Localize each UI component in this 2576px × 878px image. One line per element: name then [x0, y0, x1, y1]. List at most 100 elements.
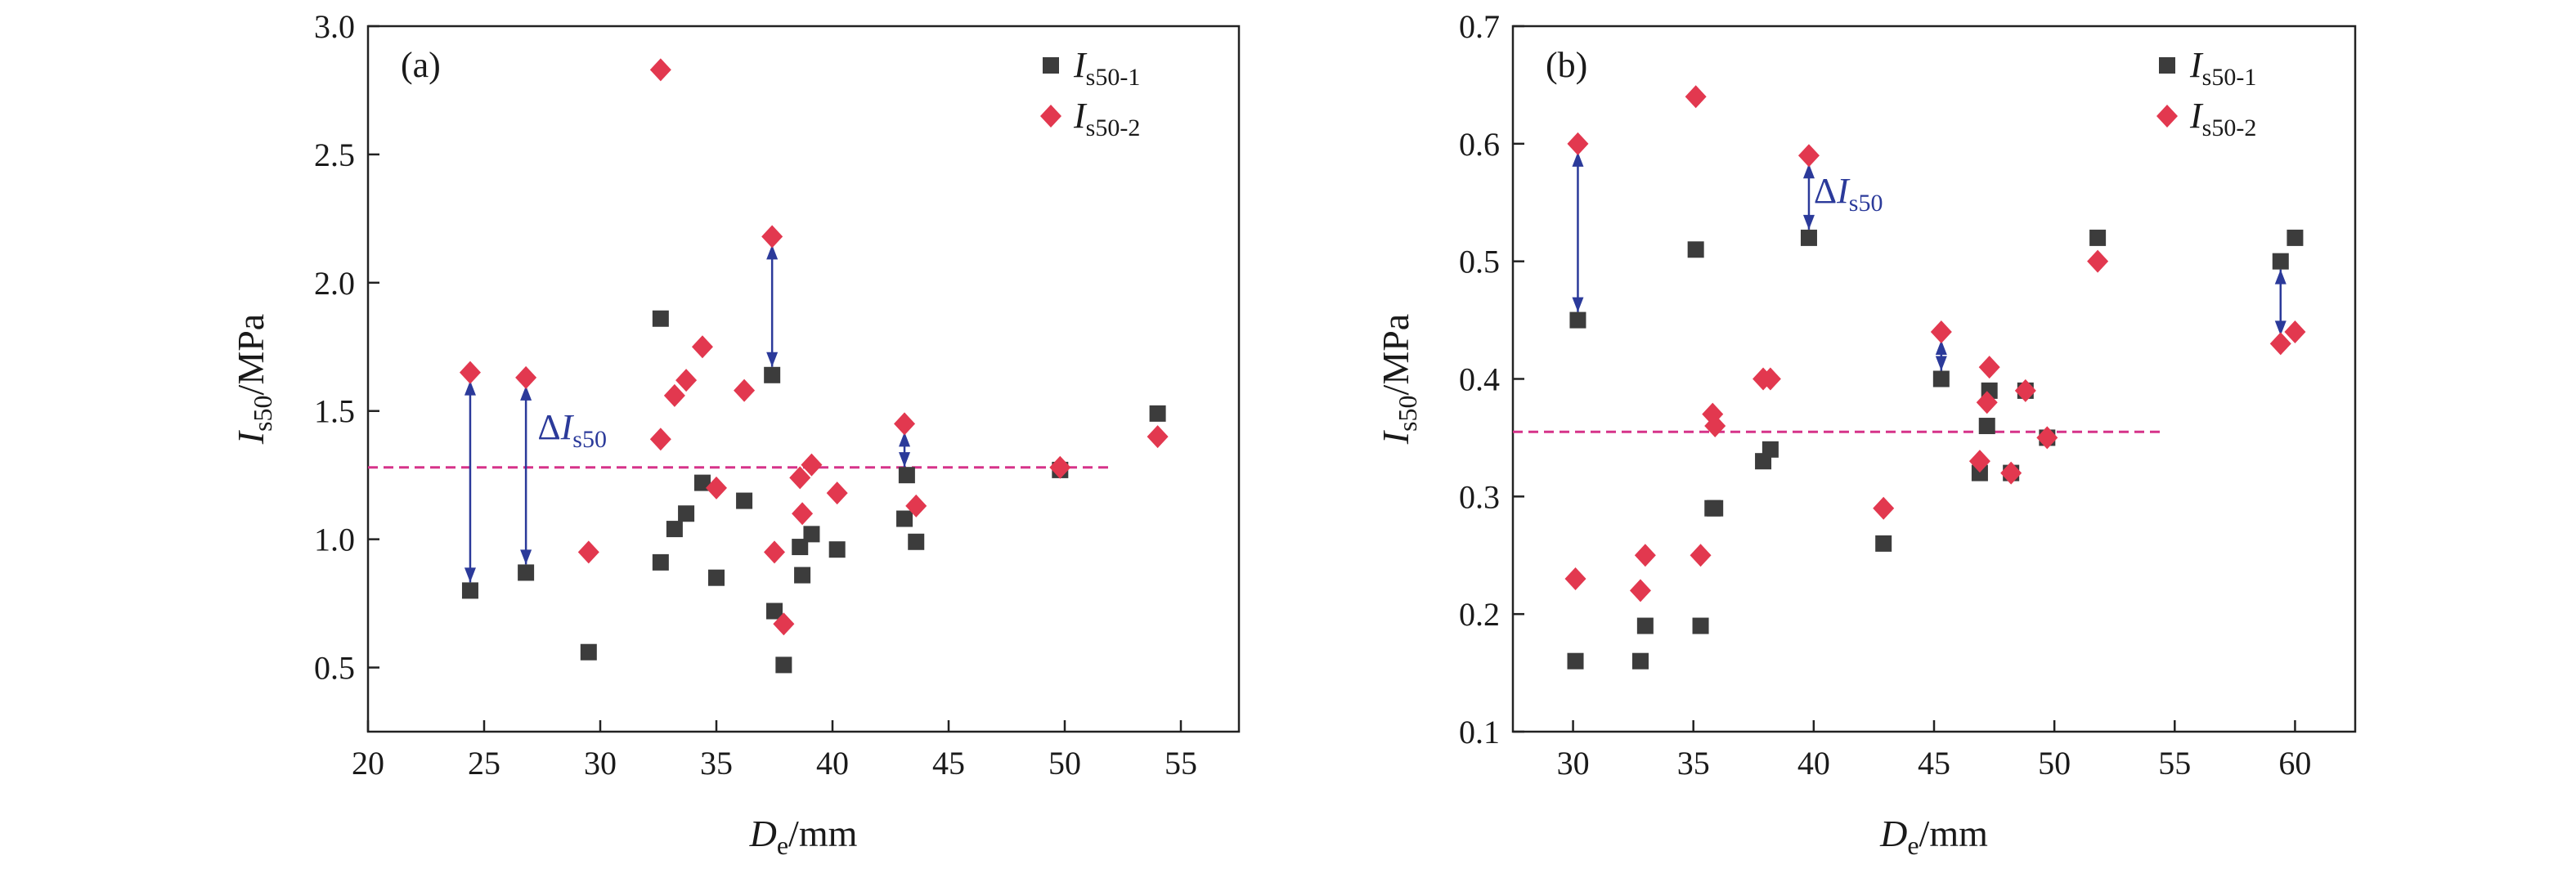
y-tick-label: 0.3: [1459, 478, 1500, 515]
legend-label: Is50-2: [2189, 96, 2256, 141]
point-is50-1: [898, 467, 915, 484]
point-is50-1: [1761, 441, 1779, 458]
point-is50-1: [708, 569, 725, 586]
legend-marker-square: [1043, 57, 1059, 74]
x-tick-label: 30: [584, 745, 617, 782]
delta-arrow-head-up: [2274, 269, 2287, 284]
point-is50-2: [789, 466, 811, 490]
plot-frame: [366, 25, 1241, 733]
point-is50-2: [675, 369, 698, 392]
point-is50-2: [1704, 414, 1726, 438]
point-is50-2: [1685, 85, 1707, 109]
point-is50-2: [1564, 567, 1586, 591]
point-is50-2: [1930, 320, 1952, 343]
point-is50-2: [1634, 544, 1656, 567]
y-axis-title: Is50/MPa: [230, 314, 277, 445]
point-is50-1: [1636, 617, 1654, 634]
point-is50-2: [663, 383, 685, 407]
point-is50-1: [792, 539, 809, 556]
point-is50-2: [1049, 455, 1071, 479]
y-tick-label: 3.0: [314, 8, 355, 45]
point-is50-1: [896, 510, 913, 527]
legend-marker-diamond: [1040, 105, 1061, 128]
point-is50-1: [652, 310, 669, 327]
y-tick-label: 1.5: [314, 393, 355, 430]
y-tick-label: 0.1: [1459, 714, 1500, 750]
point-is50-1: [794, 567, 811, 584]
point-is50-2: [649, 58, 671, 82]
x-tick-label: 30: [1557, 745, 1590, 782]
point-is50-1: [1978, 418, 1995, 435]
y-tick-label: 1.0: [314, 522, 355, 558]
panel-label: (a): [401, 45, 441, 85]
point-is50-1: [1932, 370, 1950, 387]
x-tick-label: 20: [352, 745, 384, 782]
point-is50-2: [905, 494, 927, 517]
x-tick-label: 35: [700, 745, 733, 782]
point-is50-1: [1875, 535, 1892, 552]
delta-arrow-head-up: [766, 244, 779, 260]
delta-arrow-head-down: [1935, 356, 1947, 371]
point-is50-2: [761, 225, 783, 249]
point-is50-1: [652, 553, 669, 571]
delta-arrow-head-down: [1572, 297, 1584, 312]
point-is50-1: [1149, 405, 1166, 422]
y-tick-label: 0.4: [1459, 361, 1500, 398]
delta-arrow-head-down: [766, 352, 779, 367]
x-tick-label: 40: [816, 745, 849, 782]
legend-label: Is50-1: [1073, 45, 1140, 91]
delta-arrow-head-down: [520, 549, 532, 565]
point-is50-1: [1800, 229, 1817, 246]
point-is50-2: [515, 365, 537, 389]
point-is50-2: [826, 482, 848, 505]
point-is50-2: [792, 502, 814, 526]
delta-arrow-head-down: [464, 567, 476, 583]
point-is50-1: [828, 541, 846, 558]
delta-arrow-head-up: [899, 432, 911, 447]
point-is50-1: [461, 582, 478, 599]
y-tick-label: 2.5: [314, 137, 355, 173]
x-tick-label: 45: [932, 745, 965, 782]
point-is50-2: [1976, 391, 1998, 414]
point-is50-1: [766, 603, 783, 620]
delta-arrow-head-up: [1935, 339, 1947, 355]
delta-arrow-head-up: [1572, 151, 1584, 167]
legend-marker-square: [2159, 57, 2175, 74]
point-is50-2: [1759, 367, 1781, 391]
y-axis-title: Is50/MPa: [1375, 314, 1422, 445]
point-is50-2: [649, 428, 671, 451]
point-is50-1: [908, 533, 925, 550]
delta-arrow-head-up: [520, 385, 532, 401]
y-tick-label: 0.5: [1459, 244, 1500, 280]
x-tick-label: 50: [2038, 745, 2071, 782]
legend-label: Is50-1: [2189, 45, 2256, 91]
delta-annotation: ΔIs50: [537, 407, 607, 453]
delta-arrow-head-down: [1802, 214, 1815, 230]
point-is50-2: [691, 335, 713, 359]
point-is50-1: [2272, 253, 2289, 270]
panel-b: 30 35 40 45 50 55 60 0.1 0.2 0.3 0.4 0.5 0.6 0.7 De/mm…: [1375, 8, 2357, 860]
point-is50-1: [1631, 652, 1649, 670]
point-is50-2: [1702, 402, 1724, 426]
point-is50-2: [894, 412, 916, 436]
point-is50-2: [1978, 356, 2000, 379]
point-is50-1: [736, 492, 753, 509]
x-tick-label: 35: [1677, 745, 1710, 782]
y-tick-label: 0.5: [314, 650, 355, 687]
point-is50-2: [801, 453, 823, 477]
legend-marker-diamond: [2156, 105, 2178, 128]
point-is50-2: [1873, 496, 1895, 520]
point-is50-2: [706, 476, 727, 499]
point-is50-2: [764, 540, 785, 564]
delta-arrow-head-down: [2274, 320, 2287, 336]
delta-arrow-head-up: [1802, 164, 1815, 179]
point-is50-2: [1968, 450, 1990, 473]
point-is50-1: [1687, 241, 1704, 258]
point-is50-1: [518, 564, 535, 581]
y-tick-label: 0.7: [1459, 8, 1500, 45]
point-is50-2: [2036, 426, 2058, 450]
point-is50-2: [577, 540, 599, 564]
x-axis-title: De/mm: [749, 813, 858, 860]
point-is50-2: [459, 361, 481, 384]
